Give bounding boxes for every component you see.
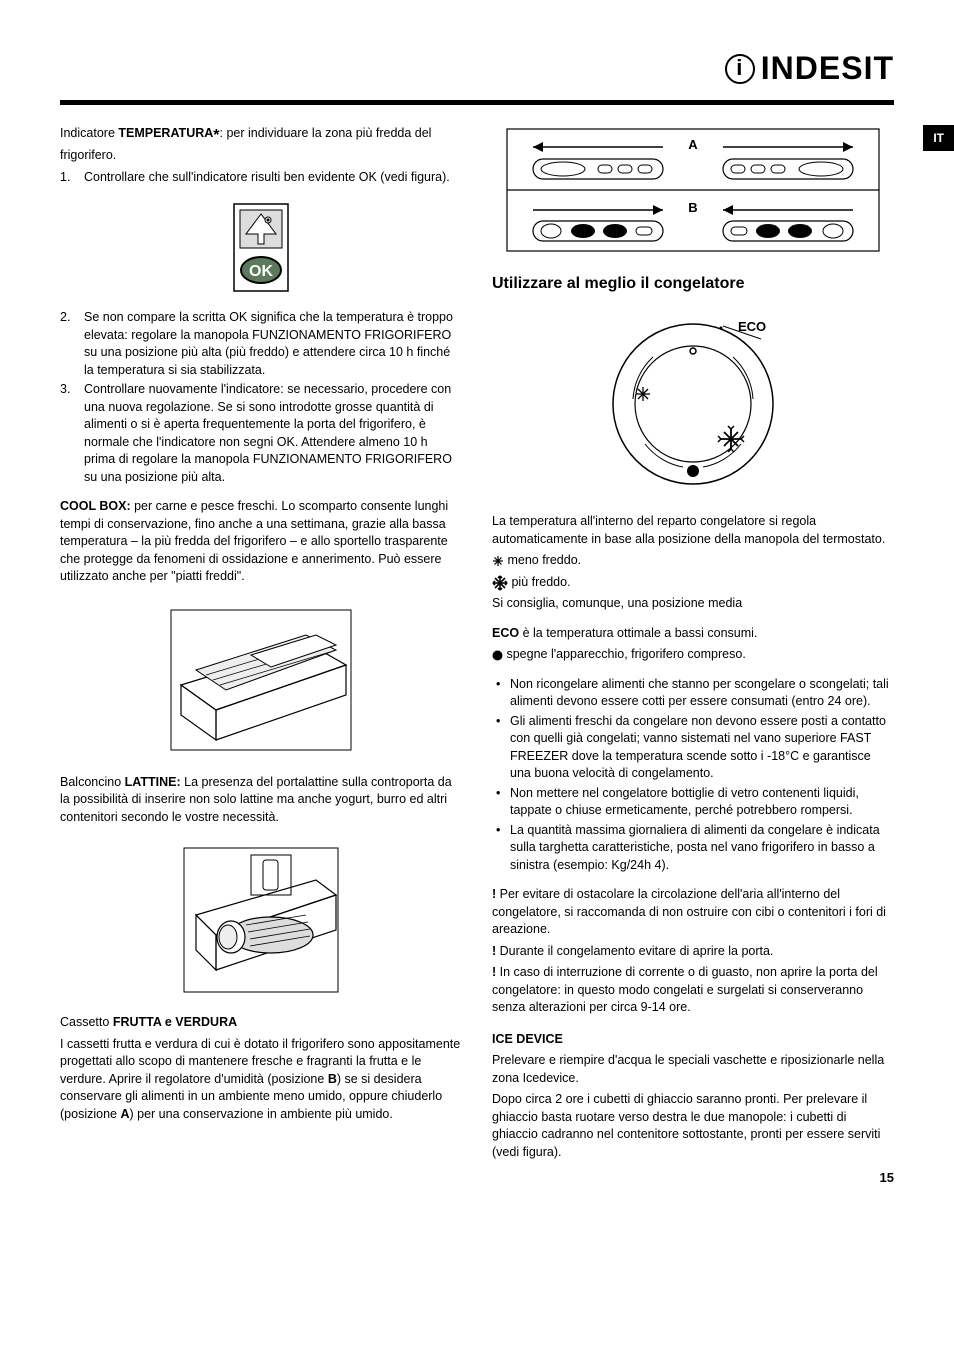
svg-text:A: A	[688, 137, 698, 152]
coolbox-paragraph: COOL BOX: per carne e pesce freschi. Lo …	[60, 498, 462, 586]
snowflake-small-icon	[492, 555, 504, 567]
step-2: 2. Se non compare la scritta OK signific…	[60, 309, 462, 379]
ice-device-title: ICE DEVICE	[492, 1031, 894, 1049]
lattine-paragraph: Balconcino LATTINE: La presenza del port…	[60, 774, 462, 827]
temperature-indicator-intro: Indicatore TEMPERATURA*: per individuare…	[60, 125, 462, 165]
step-3: 3. Controllare nuovamente l'indicatore: …	[60, 381, 462, 486]
filled-circle-icon	[492, 650, 503, 661]
logo-icon	[725, 54, 755, 84]
coolbox-figure	[60, 600, 462, 760]
ice-device-p1: Prelevare e riempire d'acqua le speciali…	[492, 1052, 894, 1087]
left-column: Indicatore TEMPERATURA*: per individuare…	[60, 125, 462, 1165]
svg-text:ECO: ECO	[738, 319, 766, 334]
language-tab: IT	[923, 125, 954, 151]
freezer-section-title: Utilizzare al meglio il congelatore	[492, 273, 894, 295]
spegne-line: spegne l'apparecchio, frigorifero compre…	[492, 646, 894, 664]
ice-device-p2: Dopo circa 2 ore i cubetti di ghiaccio s…	[492, 1091, 894, 1161]
tip-3: Non mettere nel congelatore bottiglie di…	[492, 785, 894, 820]
warning-3: ! In caso di interruzione di corrente o …	[492, 964, 894, 1017]
divider	[60, 100, 894, 105]
right-column: A B	[492, 125, 894, 1165]
tip-2: Gli alimenti freschi da congelare non de…	[492, 713, 894, 783]
lattine-figure	[60, 840, 462, 1000]
snowflake-large-icon	[492, 575, 508, 591]
tip-1: Non ricongelare alimenti che stanno per …	[492, 676, 894, 711]
warning-1: ! Per evitare di ostacolare la circolazi…	[492, 886, 894, 939]
brand-logo: INDESIT	[725, 50, 894, 87]
eco-line: ECO è la temperatura ottimale a bassi co…	[492, 625, 894, 643]
frutta-paragraph: I cassetti frutta e verdura di cui è dot…	[60, 1036, 462, 1124]
temperature-steps-cont: 2. Se non compare la scritta OK signific…	[60, 309, 462, 486]
svg-text:B: B	[688, 200, 697, 215]
ok-indicator-figure: OK	[60, 200, 462, 295]
consiglio-line: Si consiglia, comunque, una posizione me…	[492, 595, 894, 613]
frutta-heading: Cassetto FRUTTA e VERDURA	[60, 1014, 462, 1032]
content-columns: Indicatore TEMPERATURA*: per individuare…	[60, 125, 894, 1165]
ok-text: OK	[249, 263, 273, 280]
piu-freddo-line: più freddo.	[492, 574, 894, 592]
brand-name: INDESIT	[761, 50, 894, 87]
step-1: 1. Controllare che sull'indicatore risul…	[60, 169, 462, 187]
thermostat-dial-figure: ECO	[492, 309, 894, 499]
humidity-slider-figure: A B	[492, 125, 894, 255]
freezer-tips-list: Non ricongelare alimenti che stanno per …	[492, 676, 894, 875]
meno-freddo-line: meno freddo.	[492, 552, 894, 570]
page-number: 15	[880, 1170, 894, 1185]
temperature-steps: 1. Controllare che sull'indicatore risul…	[60, 169, 462, 187]
tip-4: La quantità massima giornaliera di alime…	[492, 822, 894, 875]
thermostat-intro: La temperatura all'interno del reparto c…	[492, 513, 894, 548]
warning-2: ! Durante il congelamento evitare di apr…	[492, 943, 894, 961]
